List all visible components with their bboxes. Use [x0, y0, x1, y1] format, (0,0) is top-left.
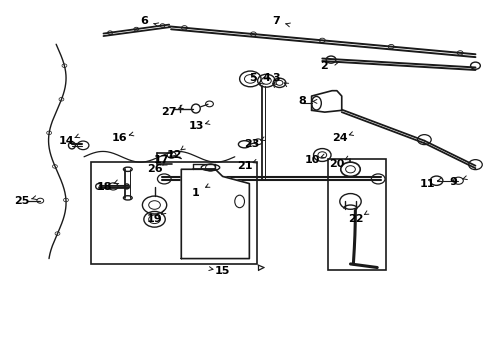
Text: 2: 2: [319, 61, 327, 71]
Text: 17: 17: [154, 156, 169, 165]
Text: 10: 10: [304, 156, 320, 165]
Polygon shape: [311, 91, 341, 112]
Text: 18: 18: [97, 182, 112, 192]
Text: 16: 16: [111, 133, 127, 143]
Text: 21: 21: [236, 161, 252, 171]
Polygon shape: [181, 169, 249, 258]
Text: 23: 23: [244, 139, 259, 149]
Text: 26: 26: [146, 164, 162, 174]
Text: 3: 3: [272, 73, 279, 83]
Text: 19: 19: [146, 214, 162, 224]
Text: 25: 25: [14, 197, 29, 206]
Text: 12: 12: [166, 150, 182, 160]
Text: 27: 27: [161, 107, 177, 117]
Text: 1: 1: [192, 188, 199, 198]
Text: 6: 6: [140, 16, 147, 26]
Text: 24: 24: [332, 133, 347, 143]
Text: 15: 15: [215, 266, 230, 276]
Text: 14: 14: [58, 136, 74, 147]
Text: 13: 13: [188, 121, 203, 131]
Bar: [327, 159, 386, 270]
Text: 9: 9: [449, 177, 457, 187]
Text: 4: 4: [262, 73, 270, 83]
Bar: [91, 162, 256, 264]
Text: 22: 22: [348, 214, 364, 224]
Text: 11: 11: [419, 179, 434, 189]
Text: 8: 8: [297, 96, 305, 107]
Text: 5: 5: [248, 73, 256, 83]
Text: 7: 7: [272, 16, 280, 26]
Text: 20: 20: [328, 159, 344, 169]
